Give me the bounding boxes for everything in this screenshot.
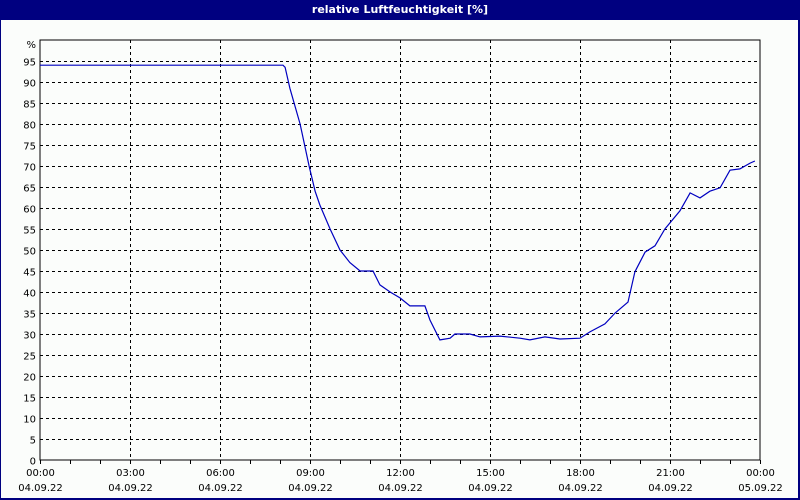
- x-tick-time: 12:00: [386, 468, 415, 479]
- x-axis: 00:00 04.09.22 03:00 04.09.22 06:00 04.09.22 0…: [18, 460, 783, 494]
- x-tick-date: 04.09.22: [18, 483, 63, 494]
- y-tick-label: 65: [23, 184, 36, 195]
- x-tick-time: 06:00: [206, 468, 235, 479]
- y-tick-label: 0: [30, 457, 36, 468]
- y-tick-label: 30: [23, 331, 36, 342]
- x-tick-date: 04.09.22: [648, 483, 693, 494]
- y-tick-label: 35: [23, 310, 36, 321]
- y-tick-label: 95: [23, 58, 36, 69]
- x-tick-date: 04.09.22: [558, 483, 603, 494]
- y-tick-label: 15: [23, 394, 36, 405]
- x-tick-time: 21:00: [656, 468, 685, 479]
- x-tick-time: 18:00: [566, 468, 595, 479]
- x-tick-time: 09:00: [296, 468, 325, 479]
- x-tick-date: 05.09.22: [738, 483, 783, 494]
- x-tick-time: 03:00: [116, 468, 145, 479]
- y-tick-label: 90: [23, 79, 36, 90]
- y-tick-label: 5: [30, 436, 36, 447]
- x-tick-time: 15:00: [476, 468, 505, 479]
- y-tick-label: 55: [23, 226, 36, 237]
- x-tick-date: 04.09.22: [378, 483, 423, 494]
- plot-area-border: [39, 39, 761, 461]
- y-axis-unit: %: [26, 40, 36, 51]
- y-axis: 0 5 10 15 20 25 30 35 40 45 50 55 60 65 70 75 80 85 90 95%: [23, 40, 36, 468]
- x-tick-date: 04.09.22: [198, 483, 243, 494]
- chart-title: relative Luftfeuchtigkeit [%]: [0, 0, 800, 20]
- y-tick-label: 25: [23, 352, 36, 363]
- y-tick-label: 50: [23, 247, 36, 258]
- y-tick-label: 60: [23, 205, 36, 216]
- y-tick-label: 75: [23, 142, 36, 153]
- y-tick-label: 85: [23, 100, 36, 111]
- x-tick-date: 04.09.22: [288, 483, 333, 494]
- y-tick-label: 10: [23, 415, 36, 426]
- x-tick-time: 00:00: [746, 468, 775, 479]
- y-tick-label: 40: [23, 289, 36, 300]
- y-tick-label: 80: [23, 121, 36, 132]
- y-tick-label: 45: [23, 268, 36, 279]
- humidity-series-line: [40, 64, 756, 341]
- x-tick-date: 04.09.22: [108, 483, 153, 494]
- grid-lines: [40, 40, 760, 460]
- y-tick-label: 20: [23, 373, 36, 384]
- y-tick-label: 70: [23, 163, 36, 174]
- x-tick-date: 04.09.22: [468, 483, 513, 494]
- x-tick-time: 00:00: [26, 468, 55, 479]
